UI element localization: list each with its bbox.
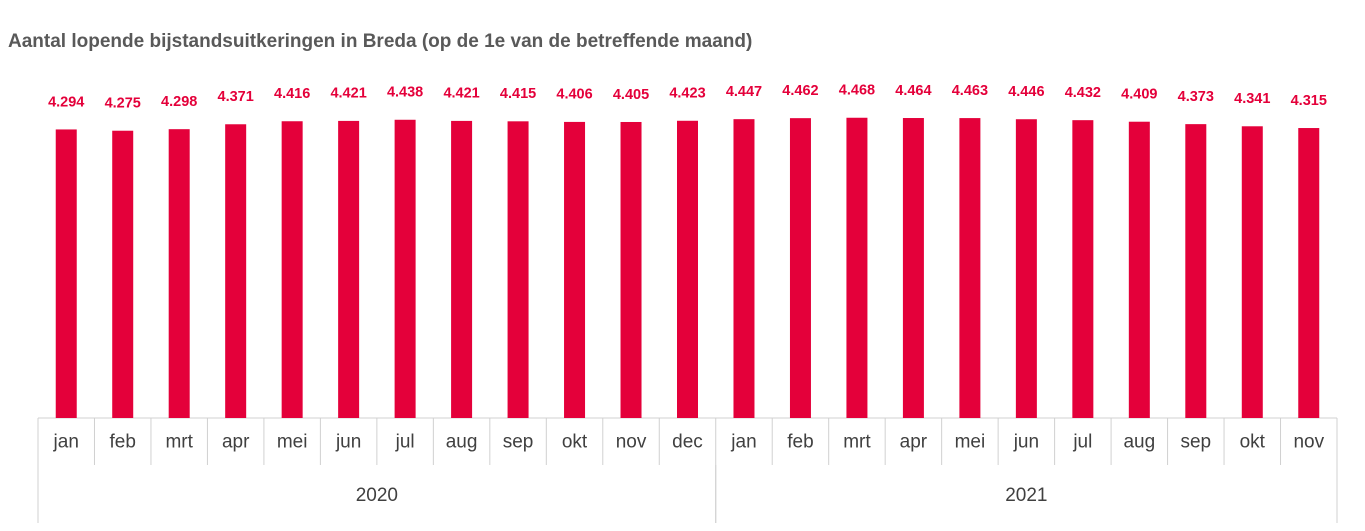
x-tick-label: okt (1240, 432, 1266, 453)
bar (959, 118, 981, 419)
chart-title: Aantal lopende bijstandsuitkeringen in B… (8, 31, 752, 52)
data-label: 4.421 (443, 86, 479, 102)
x-tick-label: feb (110, 432, 136, 453)
x-tick-label: mei (277, 432, 308, 453)
data-label: 4.298 (161, 94, 197, 110)
x-tick-label: apr (900, 432, 928, 453)
data-label: 4.421 (330, 86, 366, 102)
data-label: 4.438 (387, 85, 423, 101)
data-label: 4.371 (218, 89, 254, 105)
bar (1128, 121, 1150, 418)
bar (451, 120, 473, 418)
bar (846, 117, 868, 418)
data-label: 4.464 (895, 83, 931, 99)
x-tick-label: nov (1293, 432, 1324, 453)
x-tick-label: mrt (165, 432, 193, 453)
x-tick-label: sep (503, 432, 534, 453)
bar (338, 120, 360, 418)
bar (1185, 124, 1207, 418)
x-tick-label: sep (1180, 432, 1211, 453)
x-tick-label: jun (1013, 432, 1039, 453)
x-tick-label: jan (730, 432, 756, 453)
group-label: 2021 (1005, 485, 1047, 506)
x-tick-label: jun (335, 432, 361, 453)
bar (112, 130, 134, 418)
data-label: 4.373 (1178, 89, 1214, 105)
bar (564, 121, 586, 418)
data-label: 4.415 (500, 86, 536, 102)
bar (55, 129, 77, 418)
bar (1072, 120, 1094, 418)
bar (394, 119, 416, 418)
x-tick-label: jan (53, 432, 79, 453)
data-label: 4.446 (1008, 84, 1044, 100)
data-label: 4.432 (1065, 85, 1101, 101)
group-label: 2020 (356, 485, 398, 506)
x-tick-label: dec (672, 432, 703, 453)
bar (281, 121, 303, 418)
data-label: 4.462 (782, 83, 818, 99)
data-label: 4.416 (274, 86, 310, 102)
data-label: 4.447 (726, 84, 762, 100)
bar (620, 121, 642, 418)
x-tick-label: mrt (843, 432, 871, 453)
bar (507, 121, 529, 418)
x-tick-label: aug (446, 432, 478, 453)
x-tick-label: apr (222, 432, 250, 453)
bar (225, 124, 247, 418)
bar (789, 118, 811, 419)
x-tick-label: jul (395, 432, 415, 453)
data-label: 4.463 (952, 83, 988, 99)
data-label: 4.341 (1234, 91, 1270, 107)
x-tick-label: jul (1072, 432, 1092, 453)
bar (1241, 126, 1263, 419)
bar (902, 118, 924, 419)
bar (168, 129, 190, 419)
data-label: 4.423 (669, 86, 705, 102)
x-tick-label: okt (562, 432, 588, 453)
x-tick-label: nov (616, 432, 647, 453)
bar (1298, 128, 1320, 419)
data-label: 4.468 (839, 83, 875, 99)
data-label: 4.294 (48, 94, 84, 110)
bar (1015, 119, 1037, 419)
x-tick-label: mei (955, 432, 986, 453)
data-label: 4.315 (1291, 93, 1327, 109)
x-tick-label: feb (787, 432, 813, 453)
data-label: 4.409 (1121, 87, 1157, 103)
data-label: 4.275 (105, 96, 141, 112)
x-tick-label: aug (1123, 432, 1155, 453)
data-label: 4.405 (613, 87, 649, 103)
bar (677, 120, 698, 418)
bar (733, 119, 755, 419)
data-label: 4.406 (556, 87, 592, 103)
